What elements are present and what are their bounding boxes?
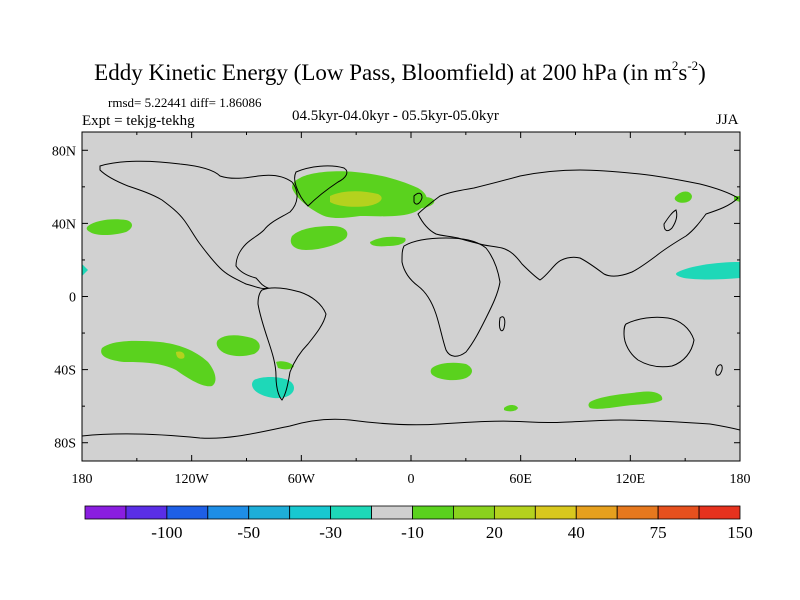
experiment-label: Expt = tekjg-tekhg xyxy=(82,113,195,129)
anomaly-kamchatka xyxy=(674,191,692,203)
x-tick-label: 0 xyxy=(408,472,415,487)
map-background xyxy=(82,132,740,461)
anomaly-south-america-west xyxy=(276,361,294,370)
x-tick-label: 180 xyxy=(72,472,93,487)
colorbar-box xyxy=(453,505,495,520)
coast-australia xyxy=(623,316,695,368)
colorbar-box xyxy=(657,505,700,520)
anomaly-north-atlantic-core xyxy=(330,191,382,207)
colorbar-box xyxy=(84,505,127,520)
anomaly-mid-atlantic xyxy=(290,226,348,250)
colorbar-box xyxy=(534,505,577,520)
rmsd-diff-stats: rmsd= 5.22441 diff= 1.86086 xyxy=(108,95,262,110)
colorbar-box xyxy=(248,505,291,520)
colorbar-box xyxy=(166,505,209,520)
x-tick-label: 60W xyxy=(288,472,316,487)
coast-north-america xyxy=(99,160,298,289)
tick-layer: 180 120W 60W 0 60E 120E 180 80N 40N 0 40S 80S xyxy=(52,132,751,487)
anomaly-north-pacific-east xyxy=(86,219,132,235)
coast-uk xyxy=(413,192,423,205)
coast-antarctica xyxy=(81,418,741,439)
colorbar-label: -10 xyxy=(401,523,424,542)
y-tick-label: 0 xyxy=(69,291,76,306)
coast-madagascar xyxy=(499,316,506,332)
colorbar-label: -100 xyxy=(151,523,182,542)
colorbar: -100 -50 -30 -10 20 40 75 150 xyxy=(84,505,753,542)
colorbar-box xyxy=(125,505,168,520)
x-tick-label: 120W xyxy=(175,472,210,487)
x-tick-label: 180 xyxy=(730,472,751,487)
season-label: JJA xyxy=(716,112,739,128)
colorbar-box xyxy=(493,505,536,520)
anomaly-south-of-south-america xyxy=(252,377,294,399)
anomaly-south-pacific-east xyxy=(216,335,260,357)
y-tick-label: 80N xyxy=(52,144,76,159)
colorbar-box xyxy=(289,505,332,520)
colorbar-box xyxy=(371,505,413,520)
coast-new-zealand xyxy=(715,364,723,376)
coast-south-america xyxy=(257,287,327,401)
colorbar-box xyxy=(412,505,454,520)
colorbar-label: 20 xyxy=(486,523,503,542)
coast-greenland xyxy=(294,165,348,207)
coast-africa xyxy=(401,237,501,357)
colorbar-box xyxy=(207,505,250,520)
colorbar-box xyxy=(616,505,659,520)
coast-eurasia xyxy=(417,169,739,281)
coast-japan xyxy=(663,209,678,232)
x-tick-label: 120E xyxy=(616,472,646,487)
period-label: 04.5kyr-04.0kyr - 05.5kyr-05.0kyr xyxy=(292,108,499,124)
anomaly-south-pacific-west xyxy=(101,340,216,387)
anomaly-south-of-africa xyxy=(430,362,472,381)
colorbar-label: -30 xyxy=(319,523,342,542)
colorbar-box xyxy=(330,505,372,520)
colorbar-label: 75 xyxy=(650,523,667,542)
colorbar-label: 40 xyxy=(568,523,585,542)
x-tick-label: 60E xyxy=(509,472,532,487)
y-tick-label: 40N xyxy=(52,217,76,232)
colorbar-box xyxy=(698,505,741,520)
colorbar-label: -50 xyxy=(237,523,260,542)
anomaly-southern-indian-small xyxy=(504,405,518,412)
chart-title: Eddy Kinetic Energy (Low Pass, Bloomfiel… xyxy=(94,58,706,85)
anomaly-west-edge-negative xyxy=(82,264,88,276)
anomaly-south-pacific-core xyxy=(176,351,185,359)
y-tick-label: 40S xyxy=(54,364,76,379)
coastline-layer xyxy=(81,160,741,439)
anomaly-southern-indian-ocean xyxy=(588,391,663,409)
y-tick-label: 80S xyxy=(54,437,76,452)
colorbar-box xyxy=(575,505,618,520)
anomaly-mid-atlantic-east xyxy=(370,236,406,247)
colorbar-label: 150 xyxy=(727,523,753,542)
anomaly-west-pacific-negative xyxy=(676,262,740,280)
